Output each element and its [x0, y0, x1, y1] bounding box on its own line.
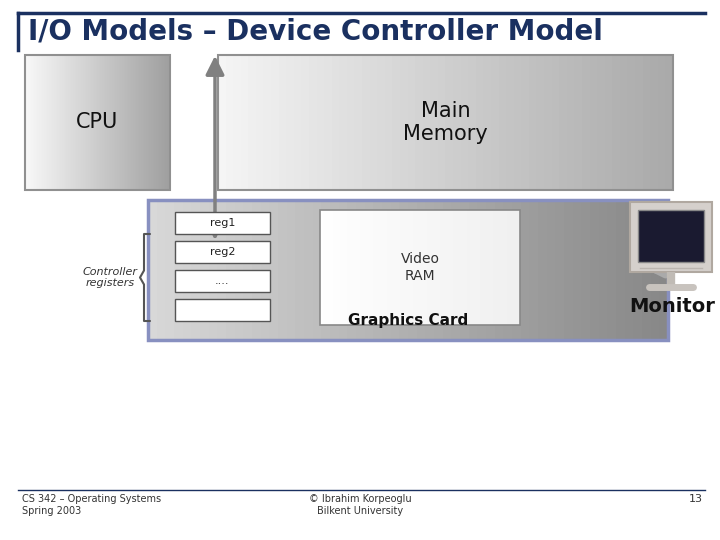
Text: reg1: reg1	[210, 218, 235, 228]
Bar	[630, 202, 712, 272]
Text: CPU: CPU	[76, 112, 119, 132]
Text: Controller
registers: Controller registers	[83, 267, 138, 288]
Text: 13: 13	[689, 494, 703, 504]
Text: Video
RAM: Video RAM	[400, 252, 439, 282]
Text: © Ibrahim Korpeoglu
Bilkent University: © Ibrahim Korpeoglu Bilkent University	[309, 494, 411, 516]
Text: Main
Memory: Main Memory	[403, 101, 488, 144]
Bar	[175, 241, 270, 263]
Text: I/O Models – Device Controller Model: I/O Models – Device Controller Model	[28, 18, 603, 46]
Bar	[218, 55, 673, 190]
Bar	[638, 210, 704, 262]
Bar	[320, 210, 520, 325]
Bar	[175, 212, 270, 234]
Text: Monitor: Monitor	[629, 297, 715, 316]
Text: Graphics Card: Graphics Card	[348, 313, 468, 328]
Text: ....: ....	[215, 276, 230, 286]
Bar	[175, 299, 270, 321]
Bar	[25, 55, 170, 190]
Bar	[148, 200, 668, 340]
Bar	[175, 270, 270, 292]
Text: CS 342 – Operating Systems
Spring 2003: CS 342 – Operating Systems Spring 2003	[22, 494, 161, 516]
Text: reg2: reg2	[210, 247, 235, 257]
